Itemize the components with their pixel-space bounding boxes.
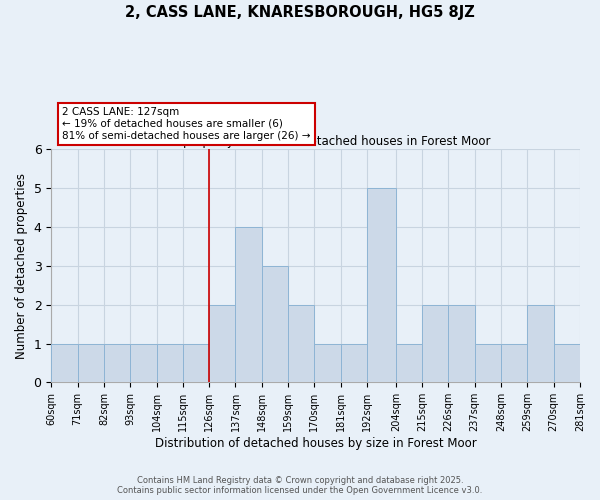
Y-axis label: Number of detached properties: Number of detached properties — [15, 173, 28, 359]
Bar — [51, 344, 77, 382]
Bar — [501, 344, 527, 382]
Bar — [130, 344, 157, 382]
X-axis label: Distribution of detached houses by size in Forest Moor: Distribution of detached houses by size … — [155, 437, 476, 450]
Bar — [396, 344, 422, 382]
Bar — [77, 344, 104, 382]
Bar — [475, 344, 501, 382]
Bar — [104, 344, 130, 382]
Bar — [367, 188, 396, 382]
Bar — [314, 344, 341, 382]
Bar — [554, 344, 580, 382]
Bar — [288, 304, 314, 382]
Bar — [341, 344, 367, 382]
Bar — [209, 304, 235, 382]
Bar — [527, 304, 554, 382]
Bar — [235, 227, 262, 382]
Bar — [183, 344, 209, 382]
Bar — [262, 266, 288, 382]
Title: Size of property relative to detached houses in Forest Moor: Size of property relative to detached ho… — [140, 135, 491, 148]
Bar — [448, 304, 475, 382]
Bar — [422, 304, 448, 382]
Text: 2, CASS LANE, KNARESBOROUGH, HG5 8JZ: 2, CASS LANE, KNARESBOROUGH, HG5 8JZ — [125, 5, 475, 20]
Text: Contains HM Land Registry data © Crown copyright and database right 2025.
Contai: Contains HM Land Registry data © Crown c… — [118, 476, 482, 495]
Bar — [157, 344, 183, 382]
Text: 2 CASS LANE: 127sqm
← 19% of detached houses are smaller (6)
81% of semi-detache: 2 CASS LANE: 127sqm ← 19% of detached ho… — [62, 108, 310, 140]
